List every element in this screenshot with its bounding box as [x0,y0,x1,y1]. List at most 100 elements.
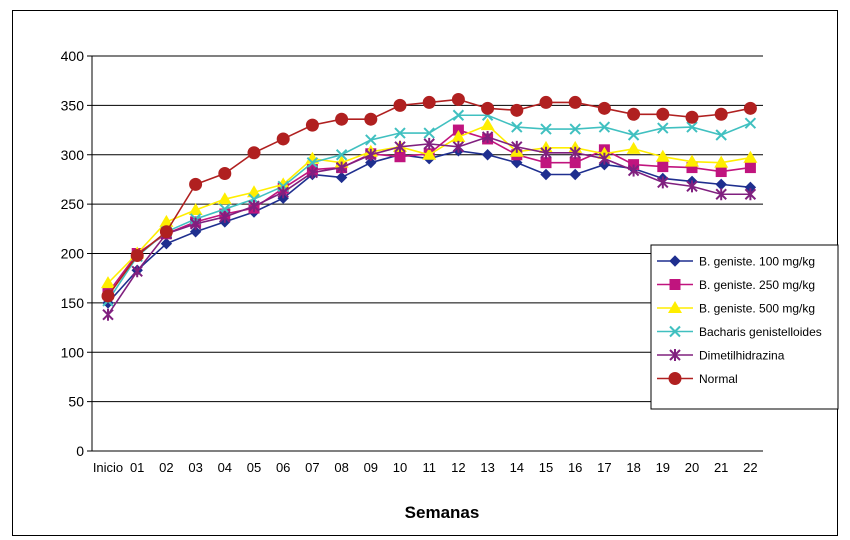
series-group [101,92,758,321]
data-point [540,146,552,159]
data-point [714,155,729,168]
y-tick-label: 350 [61,97,85,113]
data-point [626,141,641,154]
data-point [539,95,553,109]
data-point [394,151,406,163]
y-tick-label: 100 [61,344,85,360]
x-axis-label: Semanas [405,503,480,522]
axes [91,56,763,452]
legend-label: B. geniste. 100 mg/kg [699,255,815,269]
data-point [657,161,669,173]
data-point [335,112,349,126]
data-point [306,166,319,179]
legend-label: Bacharis genistelloides [699,325,822,339]
data-point [277,186,289,199]
x-tick-label: 09 [364,460,378,475]
legend-marker [669,255,681,267]
data-point [365,148,377,161]
x-tick-label: 11 [422,460,436,475]
data-point [217,192,232,205]
data-point [686,180,698,193]
data-point [657,176,669,189]
data-point [218,167,232,181]
y-tick-labels: 0 50 100 150 200 250 300 350 400 [61,48,85,459]
legend-item: B. geniste. 100 mg/kg [657,255,815,269]
x-tick-label: 04 [218,460,232,475]
y-tick-label: 150 [61,295,85,311]
data-point [159,214,174,227]
y-tick-label: 0 [76,443,84,459]
data-point [744,117,757,129]
data-point [627,107,641,121]
data-point [276,177,291,190]
x-tick-label: 14 [510,460,524,475]
data-point [715,129,727,141]
data-point [686,121,698,133]
data-point [451,92,465,106]
data-point [540,168,552,181]
legend-item: B. geniste. 500 mg/kg [657,301,815,316]
data-point [569,123,581,135]
data-point [276,132,290,146]
data-point [511,121,523,133]
data-point [715,178,727,191]
data-point [219,210,231,223]
x-tick-label: 08 [334,460,348,475]
data-point [335,161,348,174]
y-tick-label: 200 [61,246,85,262]
x-tick-label: 06 [276,460,290,475]
data-point [248,200,260,213]
x-tick-label: 18 [626,460,640,475]
data-point [189,217,202,230]
data-point [305,151,320,164]
data-point [305,118,319,132]
legend-marker [669,325,681,338]
legend-label: Dimetilhidrazina [699,349,785,363]
data-point [743,150,758,163]
data-point [743,101,757,115]
legend-label: Normal [699,372,738,386]
data-point [598,121,611,133]
legend-item: Dimetilhidrazina [657,349,785,363]
x-tick-labels: Inicio 01 02 03 04 05 06 07 08 09 10 11 12 13 14 15 16 17… [93,460,758,475]
data-point [540,123,552,135]
data-point [130,248,144,262]
x-tick-label: 01 [130,460,144,475]
data-point [481,101,495,115]
legend-item: Bacharis genistelloides [657,325,822,339]
series-5 [102,130,757,321]
x-tick-label: Inicio [93,460,123,475]
data-point [569,157,581,169]
x-tick-label: 20 [685,460,699,475]
x-tick-label: 03 [188,460,202,475]
x-tick-label: 10 [393,460,407,475]
data-point [101,289,115,303]
data-point [189,177,203,191]
data-point [423,137,435,150]
x-tick-label: 21 [714,460,728,475]
data-point [481,149,494,161]
x-tick-label: 16 [568,460,582,475]
y-tick-label: 250 [61,196,85,212]
legend-marker [668,372,682,385]
data-point [335,171,348,184]
data-point [131,265,143,278]
legend: B. geniste. 100 mg/kg B. geniste. 250 mg/… [650,244,839,410]
data-point [306,156,319,169]
data-point [480,118,495,131]
data-point [188,203,203,216]
legend-marker [669,279,681,290]
legend-marker [668,301,682,313]
legend-marker [669,349,681,361]
data-point [365,156,377,169]
data-point [159,225,173,239]
x-tick-label: 22 [743,460,757,475]
data-point [569,168,581,181]
data-point [627,129,640,141]
x-tick-label: 13 [480,460,494,475]
data-point [685,154,699,167]
legend-label: B. geniste. 500 mg/kg [699,302,815,316]
data-point [394,140,406,153]
data-point [655,149,670,162]
